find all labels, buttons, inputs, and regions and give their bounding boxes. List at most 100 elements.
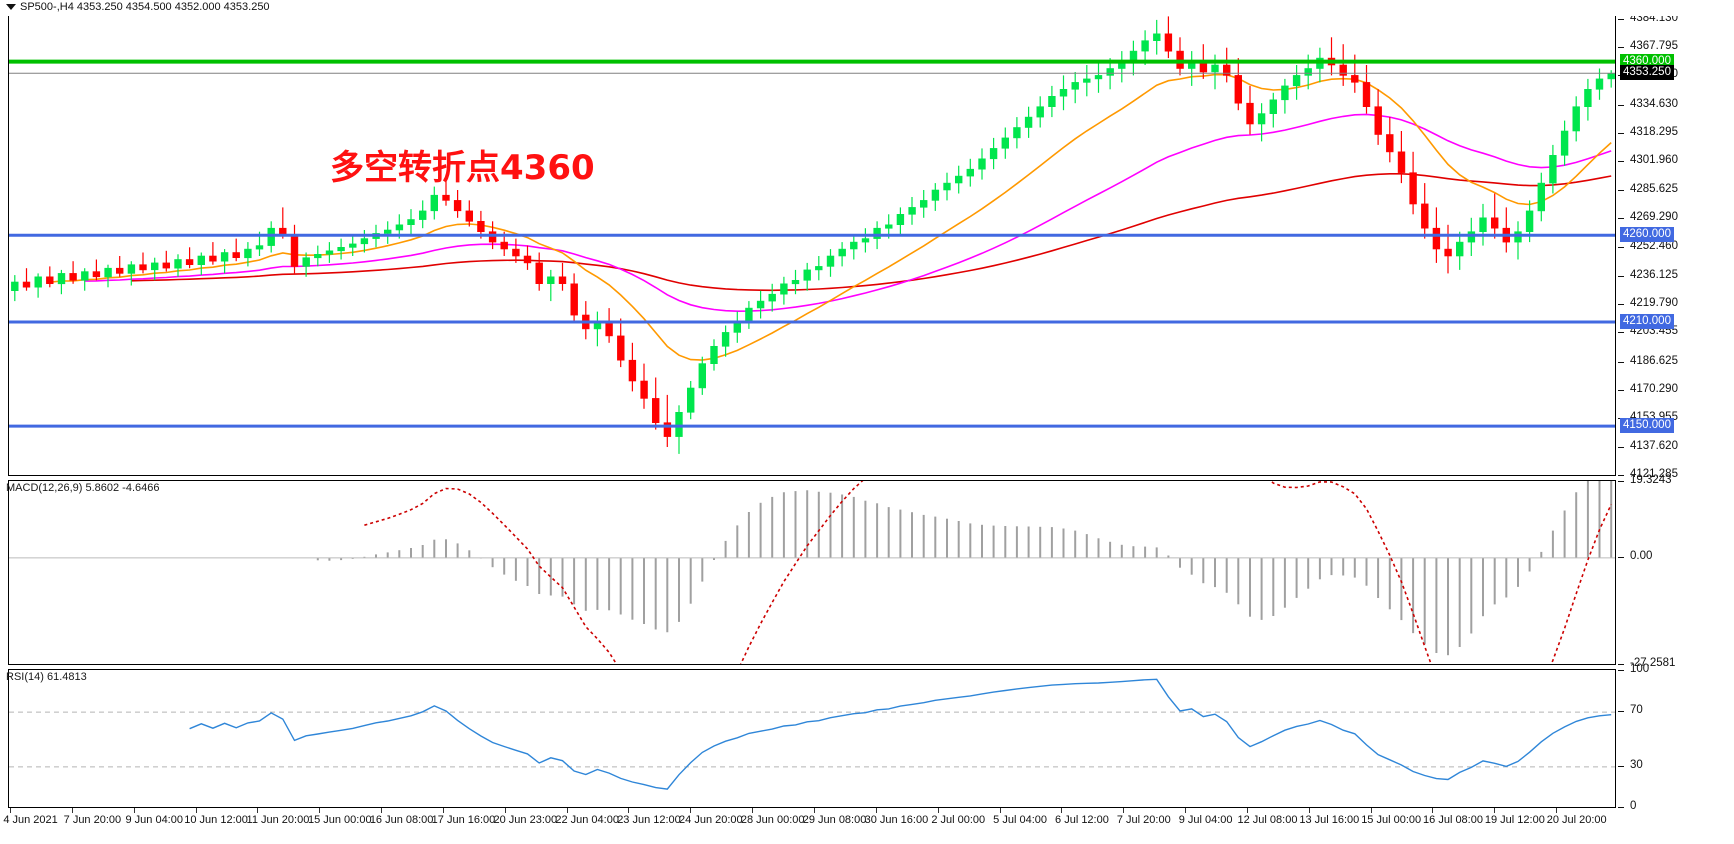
price-tick-label-3: 4334.630 (1630, 97, 1678, 110)
chart-annotation-text: 多空转折点4360 (330, 148, 595, 188)
time-tick-mark (1123, 808, 1125, 813)
macd-tick-label-0: 19.3243 (1630, 474, 1672, 486)
time-tick-mark (628, 808, 630, 813)
price-tick-label-1: 4367.795 (1630, 40, 1678, 53)
time-tick-mark (504, 808, 506, 813)
time-axis-label-14: 30 Jun 16:00 (864, 814, 929, 826)
rsi-label: RSI(14) 61.4813 (6, 671, 87, 683)
time-axis-label-19: 9 Jul 04:00 (1178, 814, 1233, 826)
time-tick-mark (10, 808, 11, 813)
time-axis[interactable]: 4 Jun 2021 7 Jun 20:00 9 Jun 04:00 10 Jun 1… (0, 808, 1616, 836)
time-axis-label-10: 23 Jun 12:00 (617, 814, 681, 826)
price-tick-mark (1618, 47, 1624, 49)
price-tick-label-7: 4269.290 (1630, 211, 1678, 224)
time-tick-mark (381, 808, 383, 813)
time-axis-label-15: 2 Jul 00:00 (931, 814, 986, 826)
price-tick-mark (1618, 189, 1624, 191)
time-axis-label-11: 24 Jun 20:00 (679, 814, 743, 826)
level-tag-4360[interactable]: 4360.000 (1620, 53, 1674, 69)
price-tick-mark (1618, 475, 1624, 476)
rsi-tick-mark (1618, 765, 1624, 767)
price-tick-label-9: 4236.125 (1630, 268, 1678, 281)
price-tick-label-4: 4318.295 (1630, 125, 1678, 138)
time-tick-mark (319, 808, 321, 813)
macd-tick-mark (1618, 481, 1624, 482)
macd-tick-label-2: -27.2581 (1630, 657, 1676, 669)
time-tick-mark (999, 808, 1001, 813)
macd-label: MACD(12,26,9) 5.8602 -4.6466 (6, 482, 160, 494)
time-tick-mark (133, 808, 135, 813)
time-axis-label-25: 20 Jul 20:00 (1546, 814, 1607, 826)
price-scale[interactable]: 4384.1304367.7954351.4604334.6304318.295… (1616, 0, 1734, 844)
rsi-tick-label-3: 0 (1630, 800, 1637, 812)
price-tick-mark (1618, 389, 1624, 391)
time-axis-label-20: 12 Jul 08:00 (1237, 814, 1298, 826)
macd-panel[interactable] (8, 480, 1616, 665)
time-axis-label-5: 15 Jun 00:00 (307, 814, 372, 826)
price-tick-mark (1618, 332, 1624, 334)
time-tick-mark (1370, 808, 1372, 813)
time-axis-label-2: 9 Jun 04:00 (125, 814, 183, 826)
time-axis-label-16: 5 Jul 04:00 (993, 814, 1047, 826)
rsi-panel[interactable] (8, 669, 1616, 808)
time-axis-label-6: 16 Jun 08:00 (369, 814, 434, 826)
price-tick-mark (1618, 104, 1624, 106)
time-tick-mark (814, 808, 815, 813)
level-tag-4210[interactable]: 4210.000 (1620, 313, 1674, 329)
time-tick-mark (1494, 808, 1496, 813)
current-price-tag[interactable]: 4353.250 (1620, 65, 1674, 81)
time-axis-label-23: 16 Jul 08:00 (1423, 814, 1483, 826)
time-tick-mark (566, 808, 568, 813)
price-tick-label-15: 4137.620 (1630, 439, 1678, 452)
price-tick-label-16: 4121.285 (1630, 468, 1678, 480)
chart-vector-layer (9, 16, 1615, 454)
time-tick-mark (690, 808, 692, 813)
time-axis-label-1: 7 Jun 20:00 (63, 814, 122, 826)
time-axis-label-18: 7 Jul 20:00 (1116, 814, 1171, 826)
time-axis-label-8: 20 Jun 23:00 (493, 814, 558, 826)
level-tag-4150[interactable]: 4150.000 (1620, 418, 1674, 434)
price-tick-mark (1618, 303, 1624, 305)
time-axis-label-13: 29 Jun 08:00 (802, 814, 867, 826)
time-axis-label-9: 22 Jun 04:00 (555, 814, 619, 826)
price-tick-mark (1618, 247, 1624, 249)
time-axis-label-12: 28 Jun 00:00 (740, 814, 805, 826)
time-tick-mark (195, 808, 197, 813)
time-axis-label-0: 4 Jun 2021 (3, 814, 58, 826)
price-tick-label-12: 4186.625 (1630, 354, 1678, 367)
time-tick-mark (1308, 808, 1310, 813)
macd-tick-mark (1618, 664, 1624, 665)
rsi-tick-mark (1618, 670, 1624, 671)
price-chart-panel[interactable] (8, 4, 1616, 476)
time-tick-mark (1185, 808, 1187, 813)
price-tick-label-13: 4170.290 (1630, 382, 1678, 395)
symbol-ohlc-label: SP500-,H4 4353.250 4354.500 4352.000 435… (20, 1, 270, 13)
time-tick-mark (937, 808, 939, 813)
price-tick-mark (1618, 18, 1624, 20)
time-axis-label-7: 17 Jun 16:00 (431, 814, 496, 826)
price-tick-mark (1618, 275, 1624, 277)
rsi-tick-mark (1618, 711, 1624, 713)
price-tick-mark (1618, 218, 1624, 220)
time-axis-label-4: 11 Jun 20:00 (246, 814, 310, 826)
chart-vector-layer (9, 481, 1615, 664)
time-tick-mark (1246, 808, 1248, 813)
price-tick-mark (1618, 361, 1624, 363)
time-tick-mark (752, 808, 754, 813)
price-tick-mark (1618, 132, 1624, 134)
level-tag-4260[interactable]: 4260.000 (1620, 227, 1674, 243)
time-tick-mark (1061, 808, 1063, 813)
price-tick-mark (1618, 446, 1624, 448)
chart-vector-layer (9, 678, 1615, 790)
time-tick-mark (442, 808, 444, 813)
time-axis-label-17: 6 Jul 12:00 (1055, 814, 1109, 826)
price-tick-label-10: 4219.790 (1630, 296, 1678, 309)
rsi-tick-mark (1618, 807, 1624, 808)
time-axis-label-21: 13 Jul 16:00 (1299, 814, 1360, 826)
price-tick-mark (1618, 161, 1624, 163)
rsi-tick-label-0: 100 (1630, 663, 1650, 675)
macd-tick-mark (1618, 556, 1624, 558)
price-tick-label-8: 4252.460 (1630, 240, 1678, 253)
time-tick-mark (1432, 808, 1434, 813)
triangle-down-icon[interactable] (6, 4, 16, 10)
